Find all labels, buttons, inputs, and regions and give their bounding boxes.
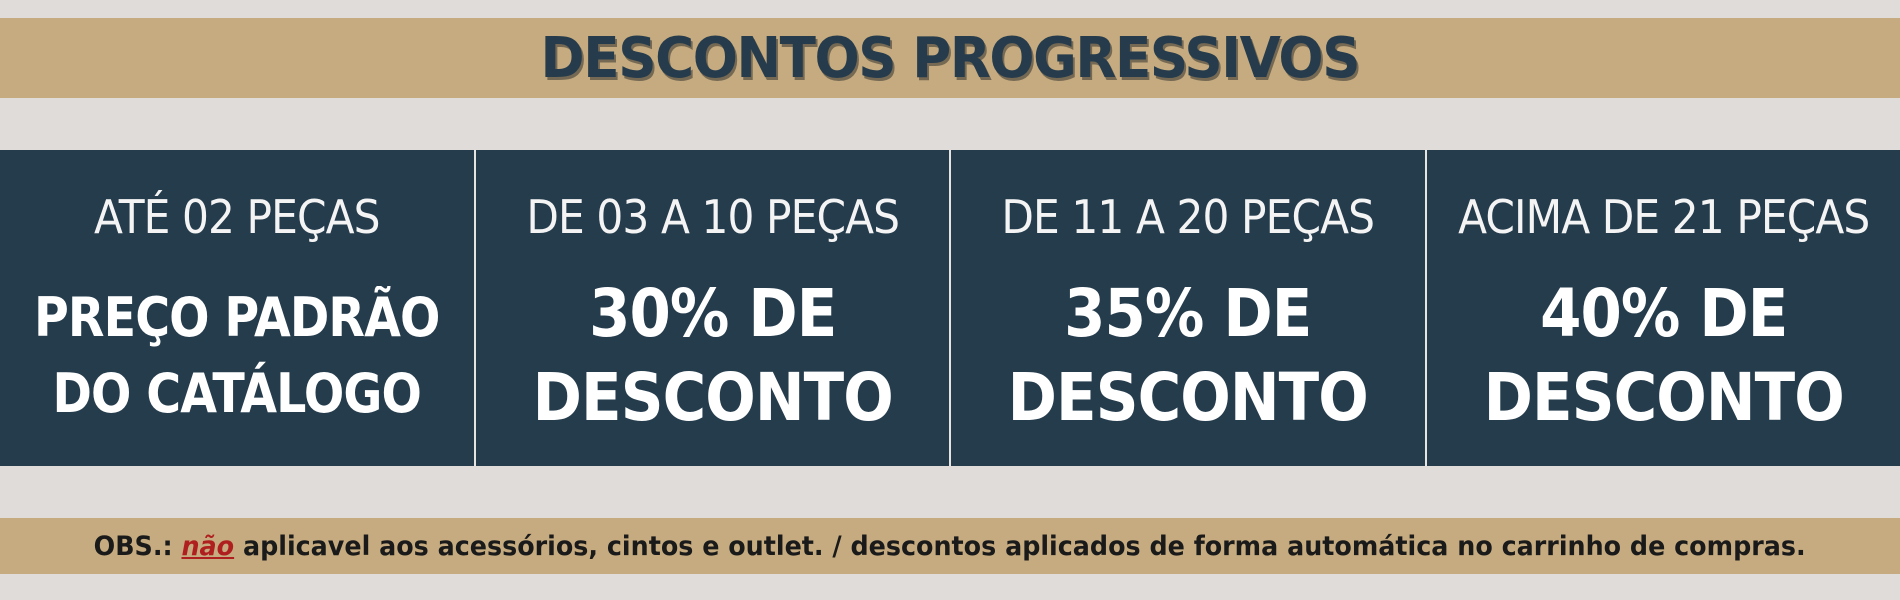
title-banner: DESCONTOS PROGRESSIVOS: [0, 18, 1900, 98]
tier-offer: 40% DE DESCONTO: [1450, 272, 1876, 440]
tier-offer-line: DESCONTO: [532, 359, 893, 436]
tier-offer: PREÇO PADRÃO DO CATÁLOGO: [28, 280, 445, 432]
tier-offer-line: 40% DE: [1539, 275, 1788, 352]
banner-title: DESCONTOS PROGRESSIVOS: [540, 25, 1361, 91]
discount-tiers-panel: ATÉ 02 PEÇAS PREÇO PADRÃO DO CATÁLOGO DE…: [0, 150, 1900, 466]
tier-card-2: DE 03 A 10 PEÇAS 30% DE DESCONTO: [473, 150, 950, 466]
tier-offer-line: DESCONTO: [1007, 359, 1369, 436]
tier-card-3: DE 11 A 20 PEÇAS 35% DE DESCONTO: [949, 150, 1425, 466]
tier-offer-line: PREÇO PADRÃO: [33, 286, 440, 349]
tier-offer-line: 35% DE: [1064, 275, 1312, 352]
tier-card-1: ATÉ 02 PEÇAS PREÇO PADRÃO DO CATÁLOGO: [0, 150, 474, 466]
tier-offer: 30% DE DESCONTO: [499, 272, 925, 440]
tier-range: DE 11 A 20 PEÇAS: [1001, 190, 1375, 244]
tier-offer: 35% DE DESCONTO: [975, 272, 1401, 440]
note-emphasis: não: [181, 530, 235, 562]
note-banner: OBS.: não aplicavel aos acessórios, cint…: [0, 518, 1900, 574]
note-rest: aplicavel aos acessórios, cintos e outle…: [234, 530, 1806, 562]
tier-offer-line: DESCONTO: [1483, 359, 1844, 436]
tier-range: DE 03 A 10 PEÇAS: [525, 190, 900, 244]
tier-offer-line: 30% DE: [588, 275, 837, 352]
note-text: OBS.: não aplicavel aos acessórios, cint…: [94, 531, 1806, 562]
tier-card-4: ACIMA DE 21 PEÇAS 40% DE DESCONTO: [1424, 150, 1900, 466]
tier-range: ACIMA DE 21 PEÇAS: [1457, 190, 1870, 244]
tier-range: ATÉ 02 PEÇAS: [93, 190, 381, 244]
note-prefix: OBS.:: [93, 530, 182, 562]
tier-offer-line: DO CATÁLOGO: [52, 362, 422, 425]
